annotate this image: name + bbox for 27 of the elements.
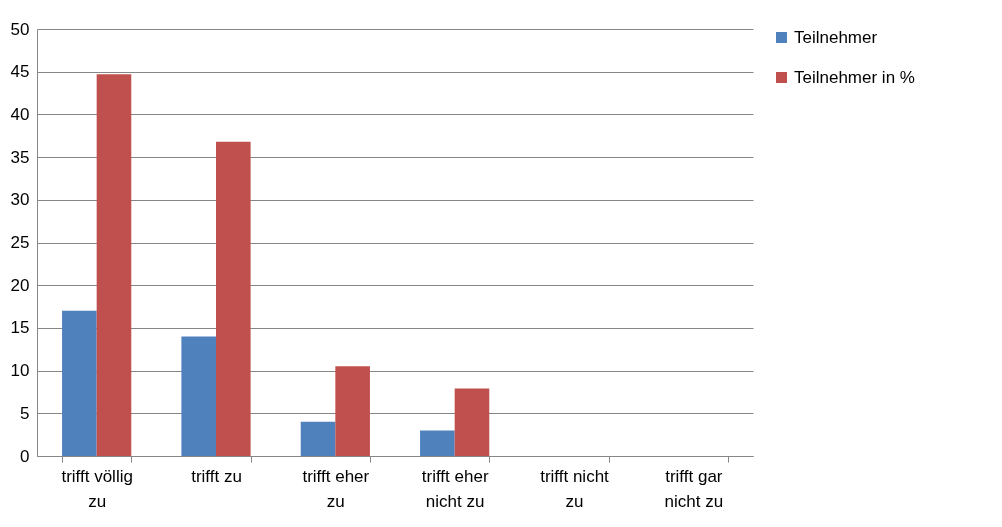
x-tick-label: trifft zu xyxy=(191,466,242,486)
bar xyxy=(454,388,490,456)
bar xyxy=(335,366,370,456)
x-tick-label: trifft völlig zu xyxy=(61,466,133,511)
y-tick-label: 5 xyxy=(20,403,30,423)
x-tick-label: trifft eher nicht zu xyxy=(421,466,489,511)
y-tick-label: 20 xyxy=(10,275,30,295)
y-tick-label: 45 xyxy=(10,62,30,82)
y-tick-label: 10 xyxy=(10,361,30,381)
y-tick-label: 35 xyxy=(10,147,30,167)
bar xyxy=(181,336,216,456)
y-tick-label: 15 xyxy=(10,318,30,338)
bar xyxy=(300,421,336,456)
legend-label: Teilnehmer in % xyxy=(794,67,915,87)
y-tick-label: 50 xyxy=(10,19,30,39)
x-tick-label: trifft eher zu xyxy=(302,466,370,511)
x-tick-label: trifft gar nicht zu xyxy=(664,466,724,511)
y-tick-label: 40 xyxy=(10,104,30,124)
y-tick-label: 25 xyxy=(10,233,30,252)
bar xyxy=(420,430,455,456)
bar xyxy=(62,310,97,456)
y-tick-label: 30 xyxy=(10,190,30,210)
y-tick-label: 0 xyxy=(20,446,30,466)
bar xyxy=(216,141,251,456)
bar xyxy=(96,74,132,456)
legend-label: Teilnehmer xyxy=(794,27,878,47)
x-tick-label: trifft nicht zu xyxy=(540,466,610,511)
